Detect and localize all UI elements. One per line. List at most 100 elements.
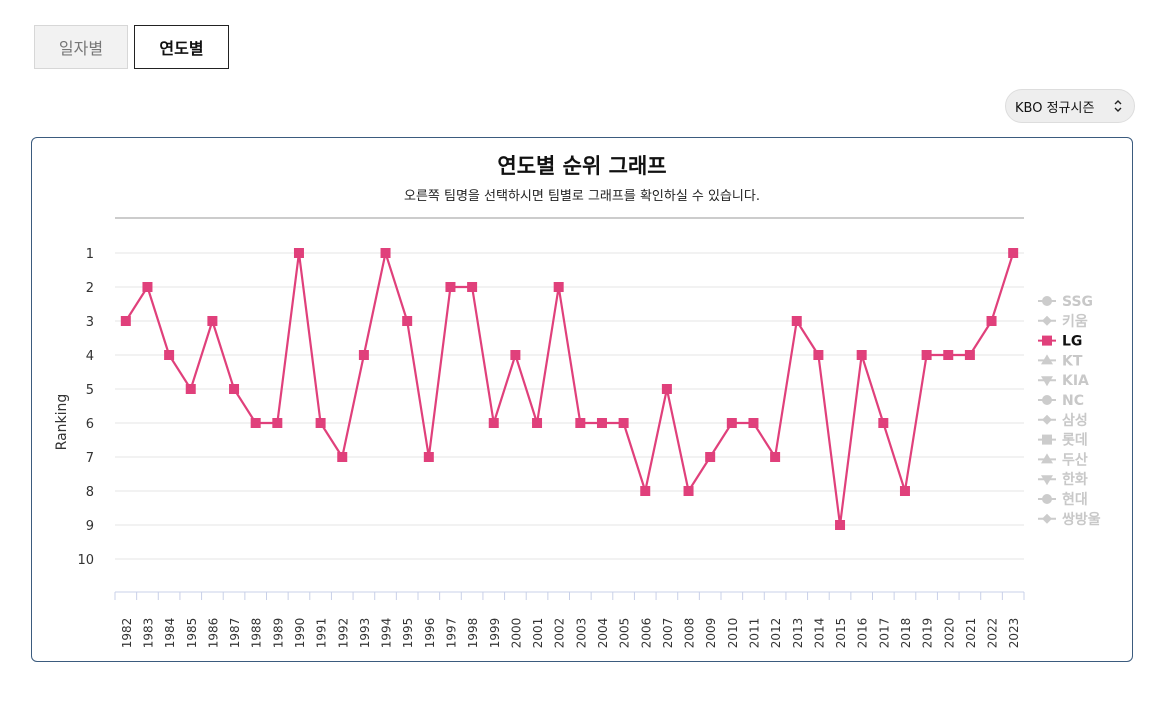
- y-tick-label: 1: [86, 247, 94, 262]
- x-tick-label: 1987: [228, 618, 242, 649]
- data-point: [380, 248, 391, 258]
- x-tick-label: 2006: [639, 618, 653, 649]
- legend-marker: [1041, 453, 1053, 464]
- tab-yearly[interactable]: 연도별: [134, 25, 229, 69]
- data-point: [856, 350, 867, 360]
- legend-marker: [1042, 296, 1052, 306]
- data-point: [467, 282, 478, 292]
- x-tick-label: 1996: [423, 618, 437, 649]
- legend-item-8[interactable]: 두산: [1062, 451, 1088, 468]
- data-point: [293, 248, 304, 258]
- data-point: [402, 316, 413, 326]
- x-tick-label: 2009: [704, 618, 718, 649]
- legend-item-2[interactable]: LG: [1062, 334, 1082, 350]
- chevron-updown-icon: [1114, 100, 1122, 112]
- x-tick-label: 1994: [380, 618, 394, 649]
- x-tick-label: 2017: [877, 618, 891, 649]
- legend-marker: [1042, 315, 1052, 326]
- data-point: [120, 316, 131, 326]
- x-tick-label: 2010: [726, 618, 740, 649]
- x-tick-label: 1986: [206, 618, 220, 649]
- data-point: [748, 418, 759, 428]
- x-tick-label: 2005: [618, 618, 632, 649]
- x-tick-label: 2003: [574, 618, 588, 649]
- x-tick-label: 2022: [986, 618, 1000, 649]
- legend-marker: [1042, 395, 1052, 405]
- legend-item-3[interactable]: KT: [1062, 353, 1083, 369]
- data-point: [705, 452, 716, 462]
- data-point: [272, 418, 283, 428]
- x-tick-label: 1997: [444, 618, 458, 649]
- data-point: [337, 452, 348, 462]
- x-tick-label: 2000: [509, 618, 523, 649]
- legend-marker: [1042, 434, 1052, 445]
- x-tick-label: 2015: [834, 618, 848, 649]
- x-tick-label: 1983: [141, 618, 155, 649]
- data-point: [207, 316, 218, 326]
- data-point: [726, 418, 737, 428]
- tab-daily[interactable]: 일자별: [34, 25, 128, 69]
- x-tick-label: 2007: [661, 618, 675, 649]
- data-point: [943, 350, 954, 360]
- y-tick-label: 7: [86, 451, 94, 466]
- ranking-line-chart: 1 2 3 4 5 6 7 8 9 10 Ranking 1982 1983 1984 1985 1986 19…: [54, 217, 1101, 649]
- y-tick-label: 9: [86, 519, 94, 534]
- y-axis-title: Ranking: [54, 394, 70, 451]
- legend-item-9[interactable]: 한화: [1062, 472, 1088, 488]
- legend-item-5[interactable]: NC: [1062, 393, 1084, 409]
- data-point: [596, 418, 607, 428]
- x-tick-label: 2012: [769, 618, 783, 649]
- chart-container: 연도별 순위 그래프 오른쪽 팀명을 선택하시면 팀별로 그래프를 확인하실 수…: [31, 137, 1133, 662]
- data-point: [532, 418, 543, 428]
- data-point: [618, 418, 629, 428]
- data-point: [921, 350, 932, 360]
- data-point: [229, 384, 240, 394]
- legend-item-10[interactable]: 현대: [1062, 492, 1088, 508]
- x-tick-label: 2002: [553, 618, 567, 649]
- data-point: [835, 520, 846, 530]
- x-tick-label: 1982: [120, 618, 134, 649]
- x-tick-label: 2021: [964, 618, 978, 649]
- data-point: [510, 350, 521, 360]
- data-point: [770, 452, 781, 462]
- data-point: [488, 418, 499, 428]
- x-tick-label: 2008: [683, 618, 697, 649]
- legend-marker: [1041, 376, 1053, 387]
- legend-item-6[interactable]: 삼성: [1062, 413, 1088, 429]
- x-tick-label: 1989: [271, 618, 285, 649]
- x-tick-label: 1990: [293, 618, 307, 649]
- legend-item-0[interactable]: SSG: [1062, 294, 1093, 310]
- x-tick-label: 1999: [488, 618, 502, 649]
- data-point: [899, 486, 910, 496]
- x-tick-label: 2019: [921, 618, 935, 649]
- x-tick-label: 2013: [791, 618, 805, 649]
- x-tick-label: 2016: [856, 618, 870, 649]
- legend-marker: [1041, 354, 1053, 365]
- legend-item-11[interactable]: 쌍방울: [1062, 511, 1101, 528]
- legend-marker: [1042, 335, 1052, 346]
- legend-marker: [1041, 475, 1053, 486]
- x-tick-label: 1985: [185, 618, 199, 649]
- x-tick-label: 1991: [315, 618, 329, 649]
- season-select[interactable]: KBO 정규시즌: [1005, 89, 1135, 123]
- data-point: [553, 282, 564, 292]
- chart-subtitle: 오른쪽 팀명을 선택하시면 팀별로 그래프를 확인하실 수 있습니다.: [404, 189, 760, 204]
- data-point: [1008, 248, 1019, 258]
- x-tick-label: 2001: [531, 618, 545, 649]
- legend-item-7[interactable]: 롯데: [1062, 433, 1088, 449]
- data-point: [250, 418, 261, 428]
- data-point: [640, 486, 651, 496]
- legend-item-4[interactable]: KIA: [1062, 373, 1089, 389]
- data-point: [423, 452, 434, 462]
- legend-item-1[interactable]: 키움: [1062, 314, 1088, 330]
- y-tick-label: 4: [86, 349, 94, 364]
- x-tick-label: 1988: [250, 618, 264, 649]
- x-tick-label: 2018: [899, 618, 913, 649]
- data-point: [964, 350, 975, 360]
- season-select-value: KBO 정규시즌: [1015, 100, 1095, 116]
- data-point: [813, 350, 824, 360]
- x-tick-label: 1992: [336, 618, 350, 649]
- y-tick-label: 5: [86, 383, 94, 398]
- data-point: [445, 282, 456, 292]
- chart-title: 연도별 순위 그래프: [497, 154, 667, 178]
